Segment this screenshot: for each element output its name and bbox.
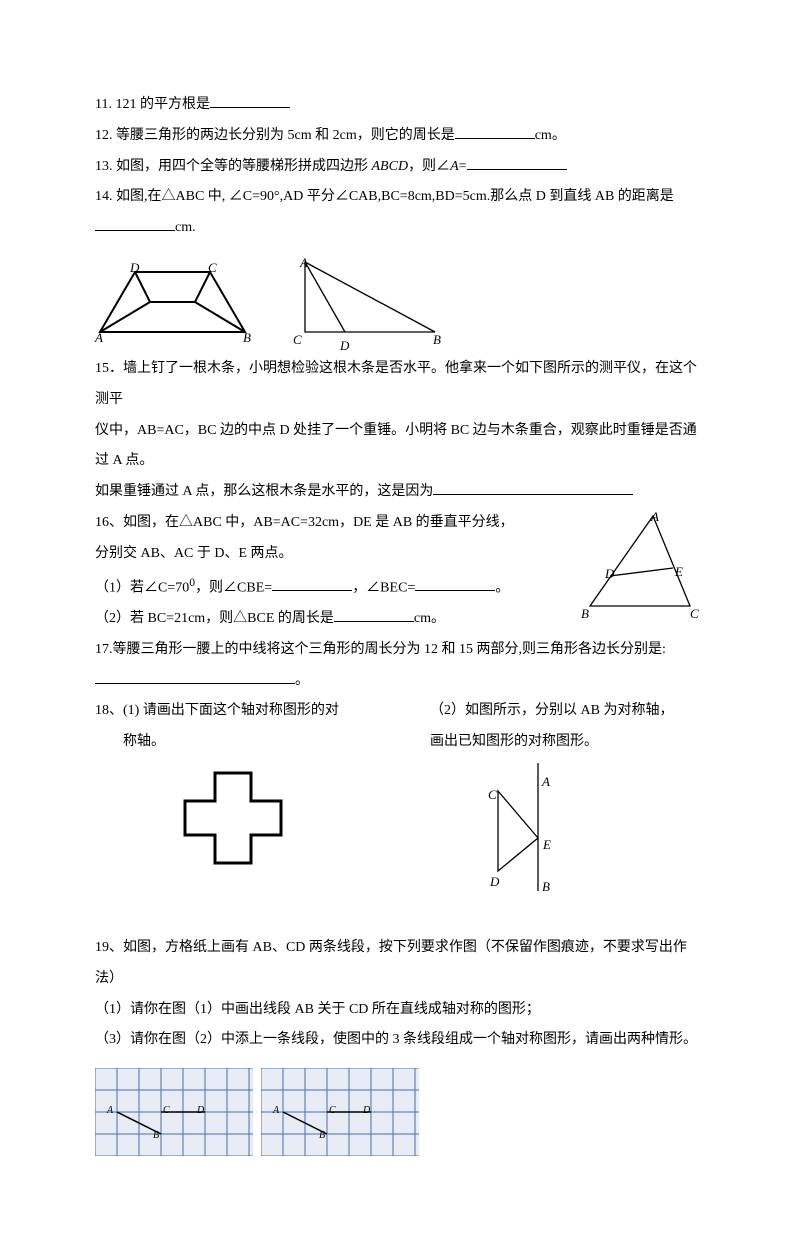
q17-l1: 17.等腰三角形一腰上的中线将这个三角形的周长分为 12 和 15 两部分,则三…: [95, 635, 705, 666]
blank-16-2[interactable]: [415, 573, 495, 591]
fig-right-triangle: A C D B: [290, 254, 445, 344]
q12: 12. 等腰三角形的两边长分别为 5cm 和 2cm，则它的周长是cm。: [95, 121, 705, 152]
fig-cross: [173, 763, 293, 873]
q13: 13. 如图，用四个全等的等腰梯形拼成四边形 ABCD，则∠A=: [95, 152, 705, 183]
fig-triangle-de: A D E B C: [575, 508, 705, 618]
blank-13[interactable]: [467, 152, 567, 170]
q19-l1: 19、如图，方格纸上画有 AB、CD 两条线段，按下列要求作图（不保留作图痕迹，…: [95, 933, 705, 995]
q18-2b: 画出已知图形的对称图形。: [430, 727, 705, 758]
blank-16-1[interactable]: [272, 573, 352, 591]
q11: 11. 121 的平方根是: [95, 90, 705, 121]
q19-l2: （1）请你在图（1）中画出线段 AB 关于 CD 所在直线成轴对称的图形；: [95, 995, 705, 1026]
figures-13-14: D C A B A C D B: [95, 254, 705, 344]
q14: 14. 如图,在△ABC 中, ∠C=90°,AD 平分∠CAB,BC=8cm,…: [95, 182, 705, 244]
q19-l3: （3）请你在图（2）中添上一条线段，使图中的 3 条线段组成一个轴对称图形，请画…: [95, 1025, 705, 1056]
q17-l2: 。: [95, 666, 705, 697]
blank-17[interactable]: [95, 666, 295, 684]
grid-2: A B C D: [261, 1068, 419, 1156]
q18-2a: （2）如图所示，分别以 AB 为对称轴，: [430, 696, 705, 727]
fig-reflect: A C E D B: [470, 763, 590, 893]
grid-1: A B C D: [95, 1068, 253, 1156]
q18-1b: 称轴。: [95, 727, 370, 758]
blank-15[interactable]: [433, 477, 633, 495]
q15-l1: 15．墙上钉了一根木条，小明想检验这根木条是否水平。他拿来一个如下图所示的测平仪…: [95, 354, 705, 416]
q18: 18、(1) 请画出下面这个轴对称图形的对 称轴。 （2）如图所示，分别以 AB…: [95, 696, 705, 893]
blank-16-3[interactable]: [334, 604, 414, 622]
fig-trapezoid: D C A B: [95, 254, 250, 339]
blank-14[interactable]: [95, 213, 175, 231]
blank-11[interactable]: [210, 90, 290, 108]
grids: A B C D A B C D: [95, 1068, 705, 1156]
q18-1a: 18、(1) 请画出下面这个轴对称图形的对: [95, 696, 370, 727]
q15-l3: 如果重锤通过 A 点，那么这根木条是水平的，这是因为: [95, 477, 705, 508]
blank-12[interactable]: [455, 121, 535, 139]
q15-l2: 仪中，AB=AC，BC 边的中点 D 处挂了一个重锤。小明将 BC 边与木条重合…: [95, 416, 705, 478]
